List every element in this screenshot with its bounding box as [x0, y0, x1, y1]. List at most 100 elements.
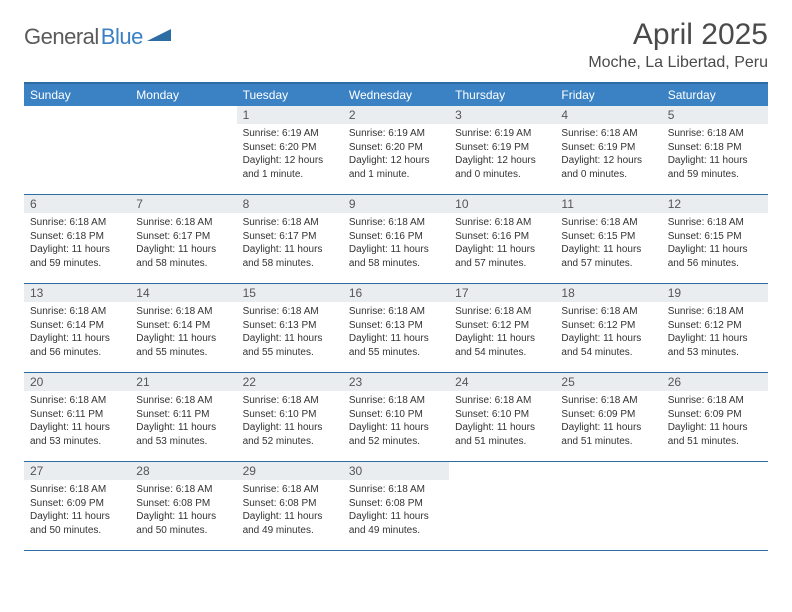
calendar-body: 1Sunrise: 6:19 AMSunset: 6:20 PMDaylight…: [24, 106, 768, 551]
day-number: 18: [555, 284, 661, 302]
day-number: 24: [449, 373, 555, 391]
day-details: Sunrise: 6:18 AMSunset: 6:16 PMDaylight:…: [343, 213, 449, 274]
day-details: Sunrise: 6:18 AMSunset: 6:12 PMDaylight:…: [449, 302, 555, 363]
sunrise-line: Sunrise: 6:18 AM: [668, 127, 762, 141]
sunset-line: Sunset: 6:13 PM: [349, 319, 443, 333]
sunset-line: Sunset: 6:16 PM: [349, 230, 443, 244]
day-number: 15: [237, 284, 343, 302]
day-number: 13: [24, 284, 130, 302]
day-cell: 18Sunrise: 6:18 AMSunset: 6:12 PMDayligh…: [555, 284, 661, 372]
day-details: Sunrise: 6:18 AMSunset: 6:08 PMDaylight:…: [343, 480, 449, 541]
sunset-line: Sunset: 6:11 PM: [136, 408, 230, 422]
day-number: 28: [130, 462, 236, 480]
day-details: Sunrise: 6:18 AMSunset: 6:09 PMDaylight:…: [555, 391, 661, 452]
sunset-line: Sunset: 6:12 PM: [455, 319, 549, 333]
daylight-line: Daylight: 11 hours and 49 minutes.: [243, 510, 337, 537]
daylight-line: Daylight: 11 hours and 57 minutes.: [561, 243, 655, 270]
day-cell: 30Sunrise: 6:18 AMSunset: 6:08 PMDayligh…: [343, 462, 449, 550]
day-cell: 26Sunrise: 6:18 AMSunset: 6:09 PMDayligh…: [662, 373, 768, 461]
location-text: Moche, La Libertad, Peru: [588, 54, 768, 72]
sunset-line: Sunset: 6:18 PM: [30, 230, 124, 244]
sunset-line: Sunset: 6:09 PM: [668, 408, 762, 422]
day-cell: 21Sunrise: 6:18 AMSunset: 6:11 PMDayligh…: [130, 373, 236, 461]
sunrise-line: Sunrise: 6:18 AM: [243, 483, 337, 497]
sunset-line: Sunset: 6:19 PM: [561, 141, 655, 155]
day-details: Sunrise: 6:18 AMSunset: 6:11 PMDaylight:…: [130, 391, 236, 452]
sunrise-line: Sunrise: 6:18 AM: [455, 216, 549, 230]
sunset-line: Sunset: 6:10 PM: [455, 408, 549, 422]
day-details: Sunrise: 6:18 AMSunset: 6:16 PMDaylight:…: [449, 213, 555, 274]
sunrise-line: Sunrise: 6:18 AM: [349, 394, 443, 408]
daylight-line: Daylight: 11 hours and 54 minutes.: [455, 332, 549, 359]
sunset-line: Sunset: 6:17 PM: [243, 230, 337, 244]
day-details: Sunrise: 6:18 AMSunset: 6:13 PMDaylight:…: [237, 302, 343, 363]
sunrise-line: Sunrise: 6:18 AM: [349, 216, 443, 230]
day-number: 19: [662, 284, 768, 302]
daylight-line: Daylight: 11 hours and 51 minutes.: [455, 421, 549, 448]
day-number: 6: [24, 195, 130, 213]
sunrise-line: Sunrise: 6:18 AM: [243, 305, 337, 319]
day-cell: 7Sunrise: 6:18 AMSunset: 6:17 PMDaylight…: [130, 195, 236, 283]
day-cell: 1Sunrise: 6:19 AMSunset: 6:20 PMDaylight…: [237, 106, 343, 194]
sunrise-line: Sunrise: 6:18 AM: [136, 216, 230, 230]
weekday-header: Sunday Monday Tuesday Wednesday Thursday…: [24, 84, 768, 106]
day-number: 10: [449, 195, 555, 213]
day-cell: 28Sunrise: 6:18 AMSunset: 6:08 PMDayligh…: [130, 462, 236, 550]
daylight-line: Daylight: 11 hours and 53 minutes.: [30, 421, 124, 448]
day-number: 26: [662, 373, 768, 391]
daylight-line: Daylight: 12 hours and 1 minute.: [349, 154, 443, 181]
day-number: 5: [662, 106, 768, 124]
day-details: Sunrise: 6:18 AMSunset: 6:18 PMDaylight:…: [662, 124, 768, 185]
day-details: Sunrise: 6:18 AMSunset: 6:18 PMDaylight:…: [24, 213, 130, 274]
day-number: 1: [237, 106, 343, 124]
day-cell: 9Sunrise: 6:18 AMSunset: 6:16 PMDaylight…: [343, 195, 449, 283]
day-number: 11: [555, 195, 661, 213]
daylight-line: Daylight: 12 hours and 0 minutes.: [455, 154, 549, 181]
daylight-line: Daylight: 11 hours and 55 minutes.: [349, 332, 443, 359]
sunrise-line: Sunrise: 6:18 AM: [455, 305, 549, 319]
day-cell: 19Sunrise: 6:18 AMSunset: 6:12 PMDayligh…: [662, 284, 768, 372]
week-row: 13Sunrise: 6:18 AMSunset: 6:14 PMDayligh…: [24, 284, 768, 373]
day-cell: 17Sunrise: 6:18 AMSunset: 6:12 PMDayligh…: [449, 284, 555, 372]
day-number: 3: [449, 106, 555, 124]
day-number-bar: [555, 462, 661, 480]
sunrise-line: Sunrise: 6:18 AM: [136, 305, 230, 319]
day-details: Sunrise: 6:18 AMSunset: 6:08 PMDaylight:…: [130, 480, 236, 541]
day-details: Sunrise: 6:18 AMSunset: 6:13 PMDaylight:…: [343, 302, 449, 363]
day-number: 14: [130, 284, 236, 302]
day-number: 25: [555, 373, 661, 391]
day-details: Sunrise: 6:18 AMSunset: 6:09 PMDaylight:…: [24, 480, 130, 541]
day-cell: 12Sunrise: 6:18 AMSunset: 6:15 PMDayligh…: [662, 195, 768, 283]
sunset-line: Sunset: 6:20 PM: [243, 141, 337, 155]
day-cell: 24Sunrise: 6:18 AMSunset: 6:10 PMDayligh…: [449, 373, 555, 461]
day-details: Sunrise: 6:18 AMSunset: 6:10 PMDaylight:…: [343, 391, 449, 452]
sunrise-line: Sunrise: 6:18 AM: [243, 216, 337, 230]
day-cell: 23Sunrise: 6:18 AMSunset: 6:10 PMDayligh…: [343, 373, 449, 461]
day-number-bar: [449, 462, 555, 480]
day-details: Sunrise: 6:18 AMSunset: 6:08 PMDaylight:…: [237, 480, 343, 541]
header: GeneralBlue April 2025 Moche, La Liberta…: [24, 18, 768, 72]
sunrise-line: Sunrise: 6:18 AM: [668, 394, 762, 408]
day-number: 2: [343, 106, 449, 124]
day-number-bar: [24, 106, 130, 124]
day-cell: 29Sunrise: 6:18 AMSunset: 6:08 PMDayligh…: [237, 462, 343, 550]
sunset-line: Sunset: 6:17 PM: [136, 230, 230, 244]
sunrise-line: Sunrise: 6:18 AM: [561, 394, 655, 408]
daylight-line: Daylight: 11 hours and 52 minutes.: [243, 421, 337, 448]
day-number: 20: [24, 373, 130, 391]
sunrise-line: Sunrise: 6:18 AM: [561, 127, 655, 141]
day-details: Sunrise: 6:18 AMSunset: 6:14 PMDaylight:…: [24, 302, 130, 363]
day-number: 4: [555, 106, 661, 124]
sunset-line: Sunset: 6:20 PM: [349, 141, 443, 155]
day-cell: 11Sunrise: 6:18 AMSunset: 6:15 PMDayligh…: [555, 195, 661, 283]
weekday-wednesday: Wednesday: [343, 84, 449, 106]
sunset-line: Sunset: 6:10 PM: [243, 408, 337, 422]
daylight-line: Daylight: 11 hours and 56 minutes.: [30, 332, 124, 359]
sunrise-line: Sunrise: 6:18 AM: [136, 483, 230, 497]
day-cell: 13Sunrise: 6:18 AMSunset: 6:14 PMDayligh…: [24, 284, 130, 372]
day-cell: [555, 462, 661, 550]
month-title: April 2025: [588, 18, 768, 52]
day-cell: 10Sunrise: 6:18 AMSunset: 6:16 PMDayligh…: [449, 195, 555, 283]
day-details: Sunrise: 6:18 AMSunset: 6:17 PMDaylight:…: [130, 213, 236, 274]
day-number: 7: [130, 195, 236, 213]
